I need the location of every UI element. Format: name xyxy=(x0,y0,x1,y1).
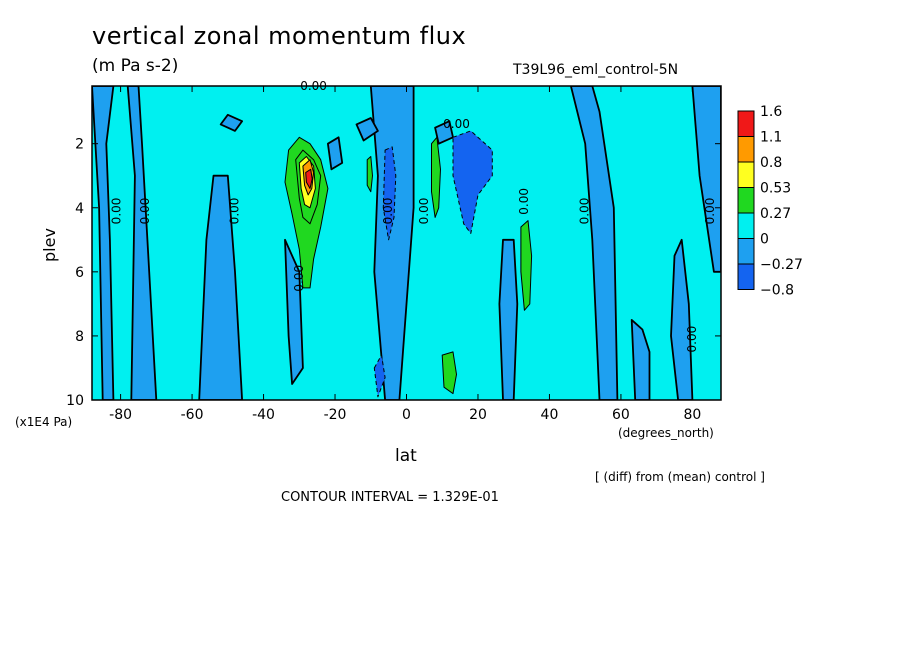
colorbar-swatch xyxy=(737,212,755,239)
contour-label: 0.00 xyxy=(227,198,241,225)
x-tick-label: 80 xyxy=(683,407,701,423)
colorbar-swatch xyxy=(737,187,755,214)
colorbar-label: 1.1 xyxy=(760,130,782,146)
contour-region xyxy=(198,174,244,400)
contour-label: 0.00 xyxy=(138,198,152,225)
contour-label: 0.00 xyxy=(517,188,531,215)
contour-label: 0.00 xyxy=(703,198,717,225)
colorbar-label: 0.53 xyxy=(760,181,791,197)
x-tick-label: 60 xyxy=(612,407,630,423)
run-id: T39L96_eml_control-5N xyxy=(513,62,679,78)
diff-note: [ (diff) from (mean) control ] xyxy=(595,470,765,484)
y-tick-label: 10 xyxy=(66,393,84,409)
x-tick-label: 0 xyxy=(402,407,411,423)
x-axis-label: lat xyxy=(395,446,417,466)
colorbar-swatch xyxy=(737,136,755,163)
contour-region xyxy=(92,86,115,400)
contour-region xyxy=(630,318,651,400)
colorbar-label: −0.27 xyxy=(760,257,803,273)
contour-label: 0.00 xyxy=(417,198,431,225)
chart-title: vertical zonal momentum flux xyxy=(92,22,467,50)
x-tick-label: -80 xyxy=(109,407,132,423)
contour-label: 0.00 xyxy=(443,117,470,131)
colorbar-label: 0.27 xyxy=(760,206,791,222)
contour-region xyxy=(126,86,158,400)
y-tick-label: 6 xyxy=(75,265,84,281)
contour-label: 0.00 xyxy=(381,198,395,225)
x-tick-label: 20 xyxy=(469,407,487,423)
contour-region xyxy=(373,354,386,398)
colorbar-label: −0.8 xyxy=(760,283,794,299)
contour-region xyxy=(219,113,244,132)
colorbar-swatch xyxy=(737,238,755,265)
y-tick-label: 2 xyxy=(75,137,84,153)
x-axis-units: (degrees_north) xyxy=(618,426,714,440)
colorbar-swatch xyxy=(737,263,755,290)
contour-region xyxy=(441,351,457,395)
contour-label: 0.00 xyxy=(110,198,124,225)
contour-region xyxy=(366,156,373,193)
colorbar-label: 0.8 xyxy=(760,155,782,171)
contour-label: 0.00 xyxy=(685,326,699,353)
contour-region xyxy=(284,238,304,385)
colorbar-swatch xyxy=(737,161,755,188)
contour-region xyxy=(452,130,493,234)
x-tick-label: -20 xyxy=(324,407,347,423)
contour-label: 0.00 xyxy=(578,198,592,225)
contour-interval: CONTOUR INTERVAL = 1.329E-01 xyxy=(281,490,499,505)
chart-units: (m Pa s-2) xyxy=(92,56,179,76)
contour-region xyxy=(355,117,379,142)
colorbar-label: 1.6 xyxy=(760,104,782,120)
contour-region xyxy=(498,238,519,400)
x-tick-label: 40 xyxy=(541,407,559,423)
contour-region xyxy=(431,136,441,218)
colorbar-swatch xyxy=(737,110,755,137)
contour-region xyxy=(382,146,397,241)
y-tick-label: 4 xyxy=(75,201,84,217)
contour-region xyxy=(520,220,533,311)
y-tick-label: 8 xyxy=(75,329,84,345)
x-tick-label: -40 xyxy=(252,407,275,423)
contour-region xyxy=(670,238,694,400)
contour-region xyxy=(305,168,313,189)
contour-region xyxy=(369,86,415,400)
contour-label: 0.00 xyxy=(292,265,306,292)
contour-region xyxy=(326,136,344,171)
colorbar-label: 0 xyxy=(760,232,769,248)
y-axis-units: (x1E4 Pa) xyxy=(15,415,73,429)
x-tick-label: -60 xyxy=(181,407,204,423)
contour-region xyxy=(570,86,619,400)
